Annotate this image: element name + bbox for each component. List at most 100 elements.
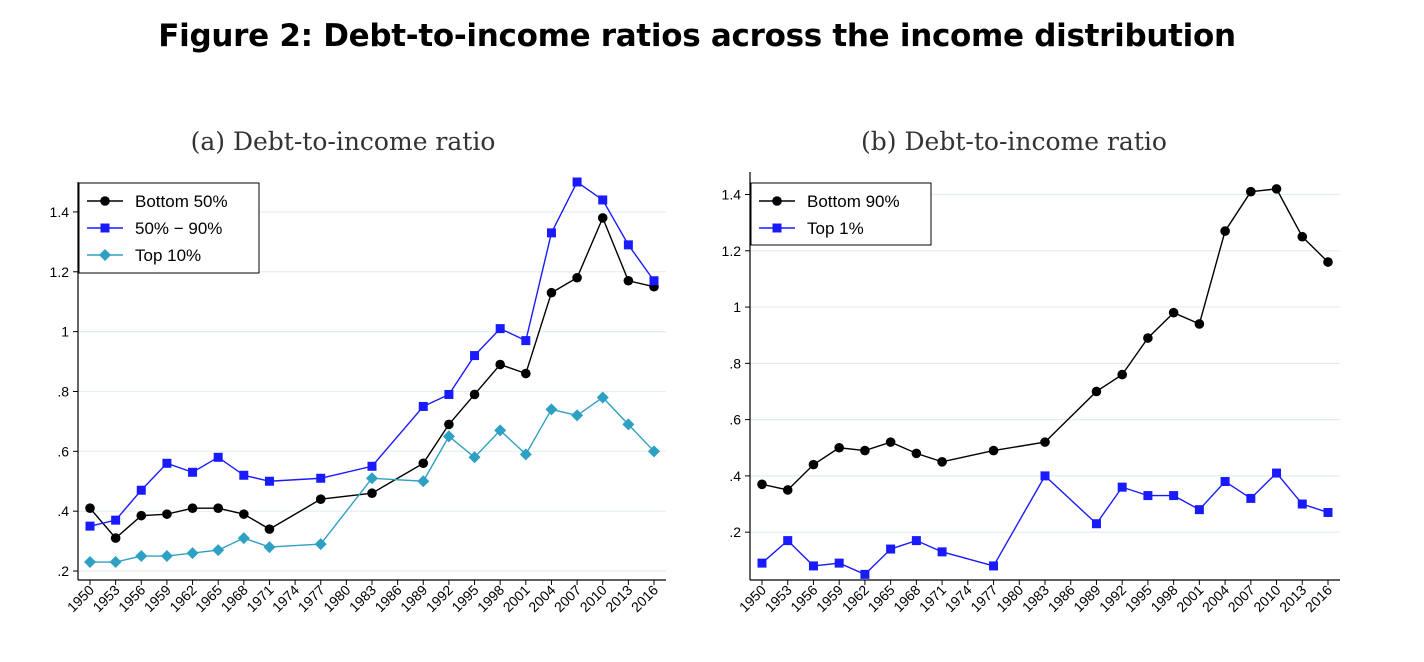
data-point <box>1143 333 1153 343</box>
data-point <box>783 536 793 546</box>
y-tick-label: .4 <box>729 468 741 484</box>
data-point <box>572 272 582 283</box>
y-tick-label: .6 <box>57 443 69 459</box>
data-point <box>135 550 148 563</box>
data-point <box>834 558 844 568</box>
y-tick-label: 1.4 <box>722 187 742 203</box>
data-point <box>85 503 95 513</box>
data-point <box>470 351 480 361</box>
data-point <box>596 391 609 404</box>
data-point <box>521 368 531 379</box>
data-point <box>1143 491 1153 501</box>
figure-title: Figure 2: Debt-to-income ratios across t… <box>158 18 1236 54</box>
legend-label: Top 1% <box>807 219 864 238</box>
data-point <box>367 488 377 499</box>
x-tick-label: 2013 <box>1276 582 1309 615</box>
x-tick-label: 1986 <box>1045 582 1078 615</box>
x-tick-label: 1995 <box>1122 582 1155 615</box>
data-point <box>494 424 507 437</box>
data-point <box>1220 477 1230 487</box>
data-point <box>572 177 582 187</box>
chart-subtitle: (b) Debt-to-income ratio <box>861 127 1167 156</box>
data-point <box>213 452 223 462</box>
data-point <box>757 479 767 490</box>
data-point <box>545 403 558 416</box>
x-tick-label: 2001 <box>1173 582 1206 615</box>
data-point <box>418 458 429 469</box>
data-point <box>521 336 531 346</box>
x-tick-label: 2004 <box>1199 582 1232 615</box>
data-point <box>623 240 633 250</box>
data-point <box>1323 257 1333 267</box>
data-point <box>1323 507 1333 517</box>
data-point <box>187 503 198 513</box>
legend-label: 50% − 90% <box>135 219 222 238</box>
y-tick-label: .4 <box>57 503 69 519</box>
data-point <box>237 532 250 545</box>
data-point <box>468 451 481 464</box>
legend-label: Bottom 50% <box>135 192 228 211</box>
data-point <box>212 544 225 557</box>
x-tick-label: 1953 <box>762 582 795 615</box>
y-tick-label: 1.4 <box>50 204 70 220</box>
series-line <box>761 472 1329 576</box>
data-point <box>442 430 455 443</box>
x-tick-label: 1968 <box>218 582 251 615</box>
data-point <box>911 448 922 459</box>
x-tick-label: 1980 <box>320 582 353 615</box>
data-point <box>1040 437 1050 447</box>
chart-subtitle: (a) Debt-to-income ratio <box>191 127 496 156</box>
x-tick-label: 1968 <box>890 582 923 615</box>
data-point <box>1091 519 1101 529</box>
data-point <box>188 467 198 477</box>
legend-label: Bottom 90% <box>807 192 900 211</box>
x-tick-label: 1977 <box>295 582 328 615</box>
data-point <box>469 389 480 400</box>
legend-marker <box>100 223 110 233</box>
x-tick-label: 1962 <box>839 582 872 615</box>
x-tick-label: 1956 <box>787 582 820 615</box>
data-point <box>1220 226 1230 236</box>
y-tick-label: 1.2 <box>722 243 742 259</box>
data-point <box>136 510 147 521</box>
x-tick-label: 1989 <box>397 582 430 615</box>
data-point <box>111 515 121 525</box>
y-tick-label: .2 <box>729 524 741 540</box>
data-point <box>1091 386 1102 397</box>
x-tick-label: 1992 <box>1096 582 1129 615</box>
legend-marker <box>772 223 782 233</box>
data-point <box>315 494 326 505</box>
data-point <box>495 324 505 334</box>
x-tick-label: 2010 <box>577 582 610 615</box>
data-point <box>937 547 947 557</box>
data-point <box>84 556 96 569</box>
x-tick-label: 1974 <box>942 582 975 615</box>
data-point <box>622 418 635 431</box>
legend-marker <box>99 249 111 261</box>
data-point <box>546 228 556 238</box>
data-point <box>85 521 95 531</box>
x-tick-label: 1983 <box>346 582 379 615</box>
data-point <box>418 401 428 411</box>
data-point <box>263 541 276 554</box>
x-tick-label: 1959 <box>813 582 846 615</box>
data-point <box>571 409 584 422</box>
legend-marker <box>772 196 782 206</box>
chart-b: (b) Debt-to-income ratio .2 .4 .6 .8 1 1.2 1.4 1… <box>722 127 1340 615</box>
data-point <box>1246 493 1256 503</box>
data-point <box>808 561 818 571</box>
data-point <box>239 509 249 519</box>
data-point <box>1297 499 1307 509</box>
y-tick-label: 1.2 <box>50 264 70 280</box>
x-tick-label: 1971 <box>916 582 949 615</box>
x-tick-label: 1950 <box>736 582 769 615</box>
data-point <box>1117 369 1127 380</box>
x-tick-label: 1998 <box>1147 582 1180 615</box>
y-tick-label: .6 <box>729 412 741 428</box>
x-tick-label: 1950 <box>64 582 97 615</box>
x-tick-label: 1974 <box>269 582 302 615</box>
data-point <box>160 550 173 563</box>
data-point <box>264 476 274 486</box>
data-point <box>649 276 659 286</box>
data-point <box>1246 186 1256 197</box>
